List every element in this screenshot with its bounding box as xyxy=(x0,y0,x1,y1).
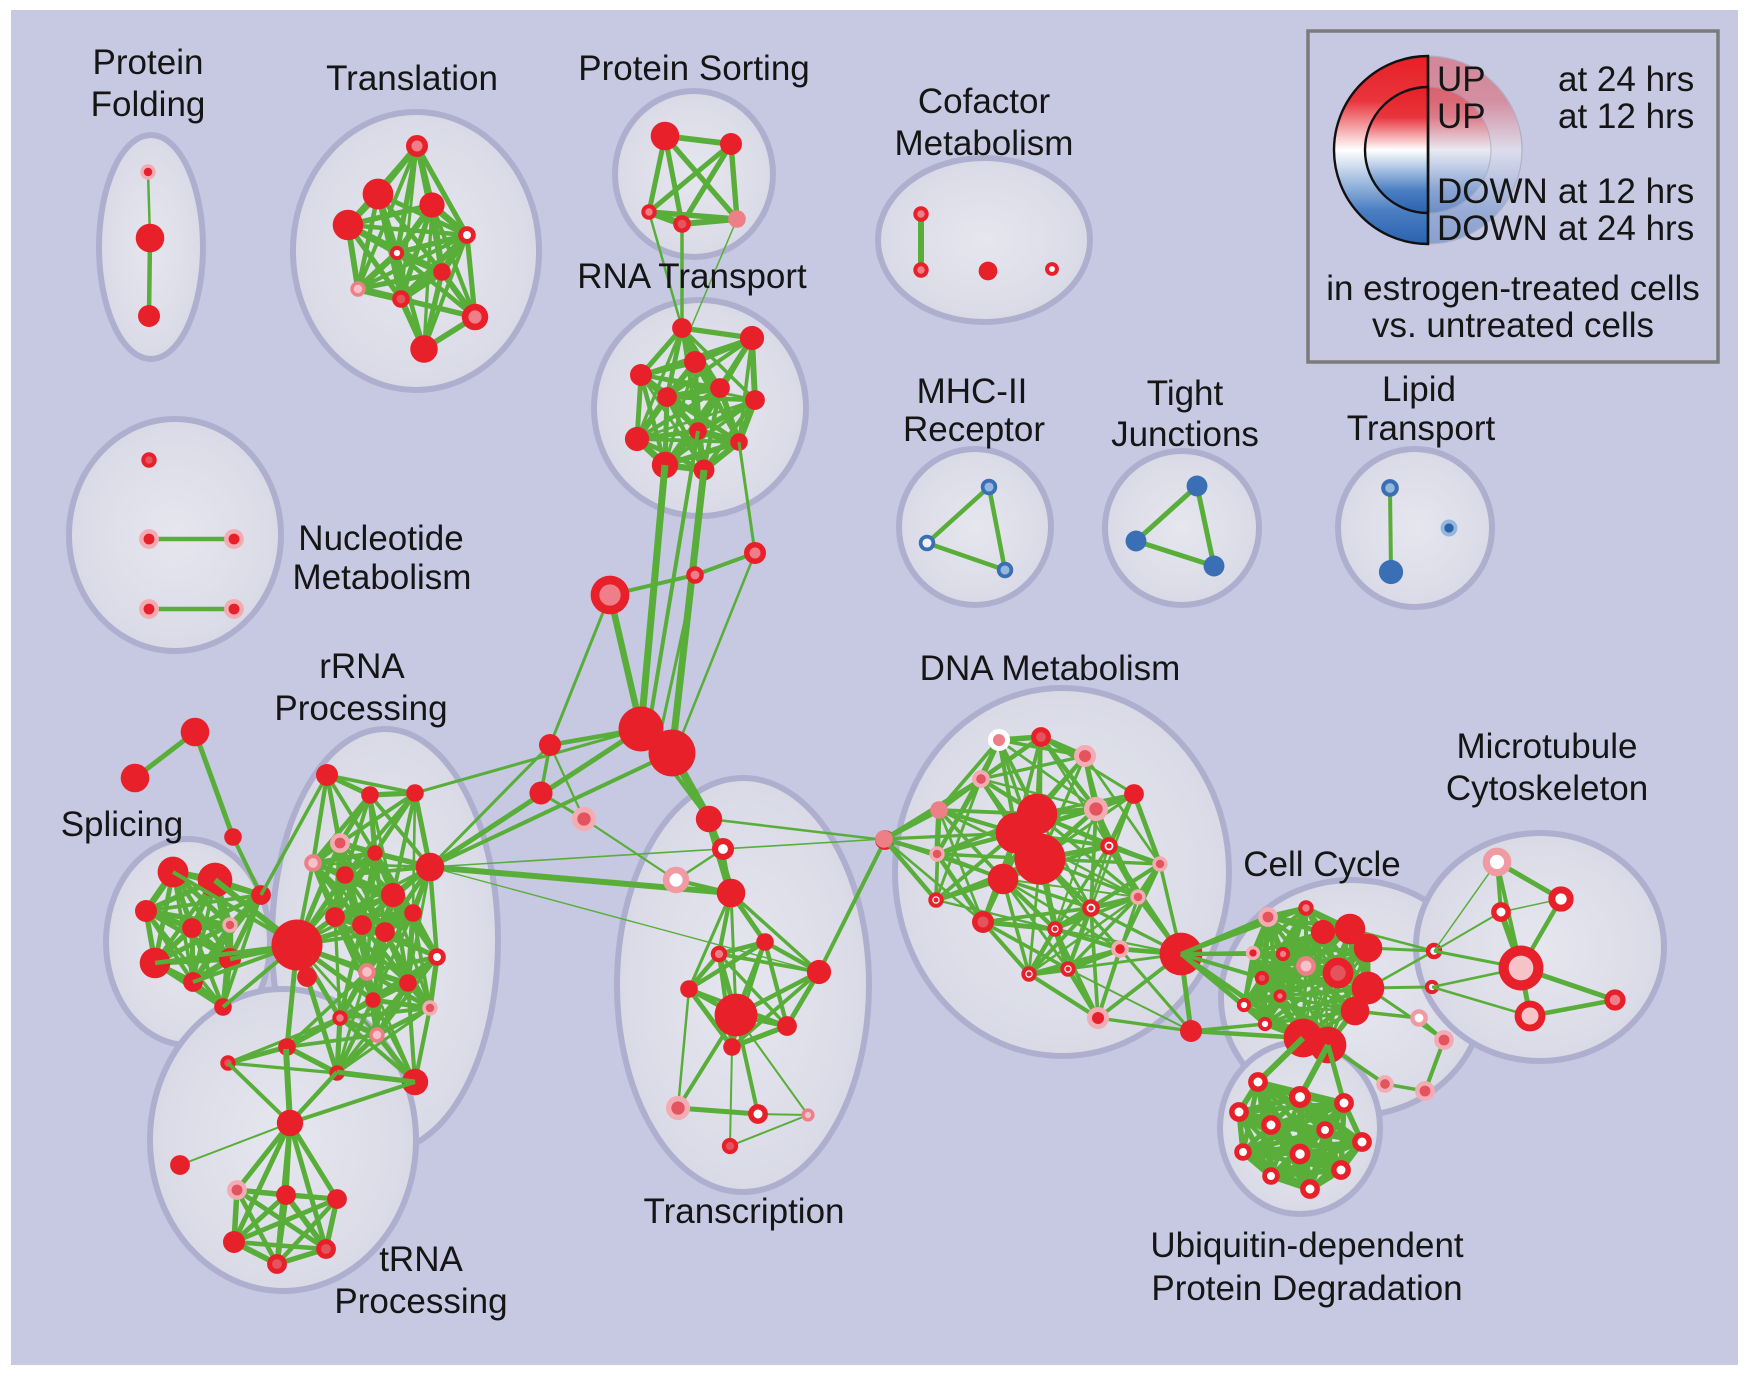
svg-text:Nucleotide: Nucleotide xyxy=(298,519,463,558)
svg-text:Cytoskeleton: Cytoskeleton xyxy=(1446,769,1648,808)
svg-text:Receptor: Receptor xyxy=(903,410,1045,449)
svg-text:Splicing: Splicing xyxy=(61,805,184,844)
svg-text:DNA Metabolism: DNA Metabolism xyxy=(920,649,1181,688)
svg-text:Cell Cycle: Cell Cycle xyxy=(1243,845,1401,884)
svg-text:Processing: Processing xyxy=(334,1282,507,1321)
svg-text:Lipid: Lipid xyxy=(1382,370,1456,409)
svg-text:Tight: Tight xyxy=(1147,374,1224,413)
svg-text:at 24 hrs: at 24 hrs xyxy=(1558,209,1694,248)
svg-text:DOWN: DOWN xyxy=(1437,209,1548,248)
svg-text:vs. untreated cells: vs. untreated cells xyxy=(1372,306,1654,345)
svg-text:at 24 hrs: at 24 hrs xyxy=(1558,60,1694,99)
svg-text:MHC-II: MHC-II xyxy=(917,372,1028,411)
svg-text:Transcription: Transcription xyxy=(644,1192,845,1231)
svg-text:Ubiquitin-dependent: Ubiquitin-dependent xyxy=(1150,1226,1464,1265)
svg-text:in estrogen-treated cells: in estrogen-treated cells xyxy=(1326,269,1700,308)
svg-text:at 12 hrs: at 12 hrs xyxy=(1558,172,1694,211)
svg-text:UP: UP xyxy=(1437,60,1486,99)
svg-text:Protein: Protein xyxy=(93,43,204,82)
svg-text:at 12 hrs: at 12 hrs xyxy=(1558,97,1694,136)
svg-text:RNA Transport: RNA Transport xyxy=(577,257,807,296)
svg-text:Translation: Translation xyxy=(326,59,498,98)
svg-text:Protein Sorting: Protein Sorting xyxy=(578,49,810,88)
svg-text:Metabolism: Metabolism xyxy=(293,558,472,597)
svg-text:Microtubule: Microtubule xyxy=(1457,727,1638,766)
svg-text:Cofactor: Cofactor xyxy=(918,82,1051,121)
svg-text:Processing: Processing xyxy=(274,689,447,728)
svg-text:rRNA: rRNA xyxy=(319,647,405,686)
svg-text:Junctions: Junctions xyxy=(1111,415,1259,454)
svg-text:UP: UP xyxy=(1437,97,1486,136)
svg-text:Protein Degradation: Protein Degradation xyxy=(1151,1269,1462,1308)
svg-text:Transport: Transport xyxy=(1347,409,1496,448)
svg-text:Metabolism: Metabolism xyxy=(895,124,1074,163)
svg-text:DOWN: DOWN xyxy=(1437,172,1548,211)
svg-text:Folding: Folding xyxy=(91,85,206,124)
svg-text:tRNA: tRNA xyxy=(379,1240,463,1279)
